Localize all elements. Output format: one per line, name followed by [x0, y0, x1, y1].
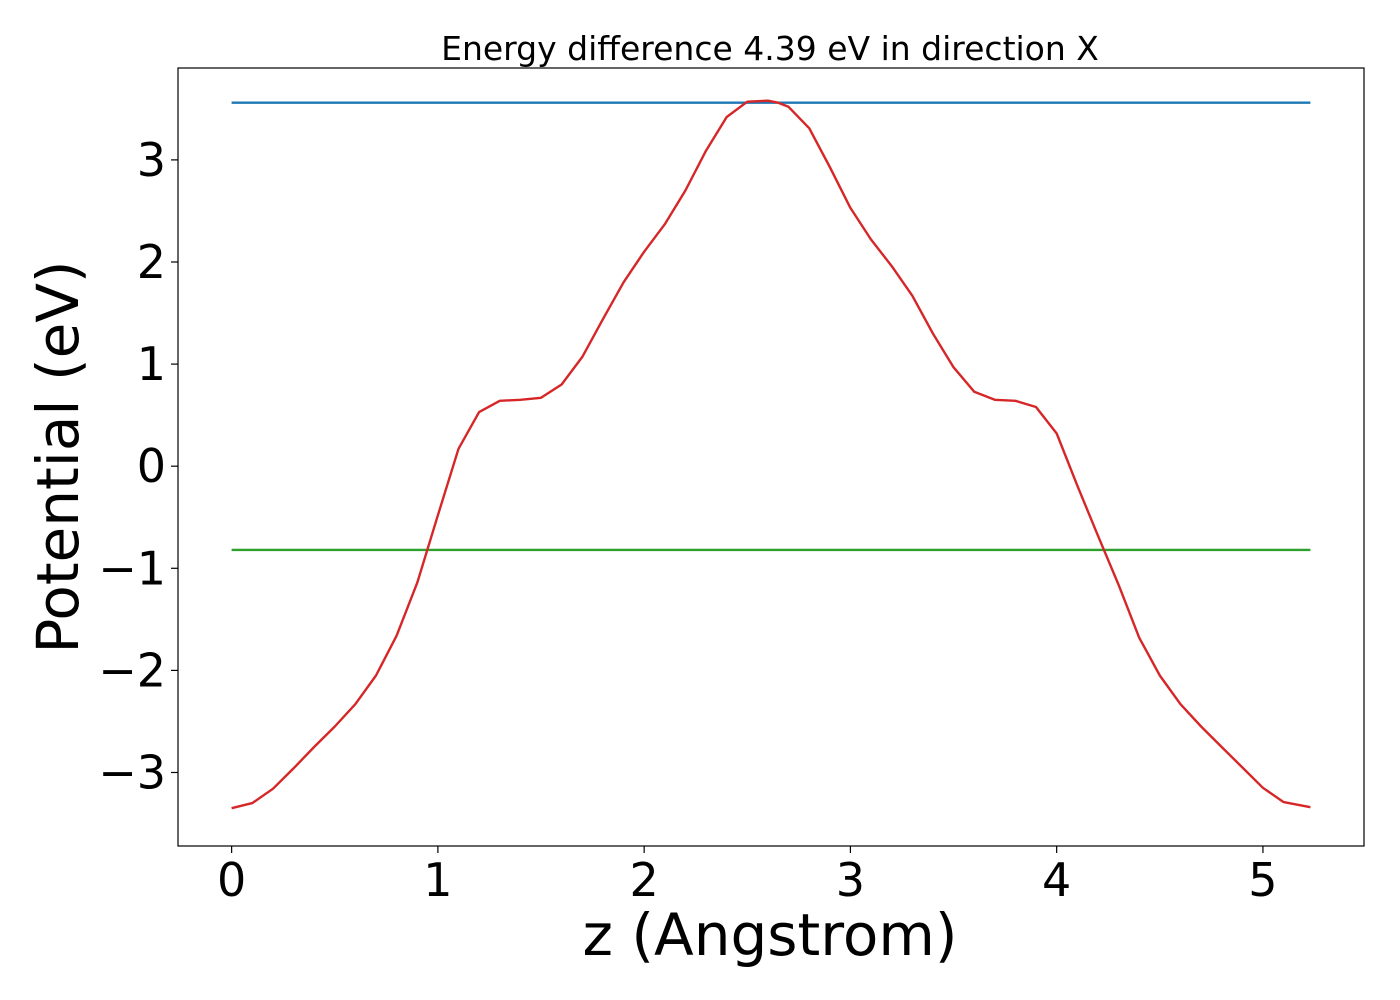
- x-tick-label: 5: [1248, 853, 1277, 907]
- x-tick-label: 2: [630, 853, 659, 907]
- x-tick-label: 1: [423, 853, 452, 907]
- y-tick-label: 0: [137, 439, 166, 493]
- y-tick-label: −1: [98, 541, 166, 595]
- series-line-2: [231, 99, 1311, 810]
- chart-title: Energy difference 4.39 eV in direction X: [441, 29, 1099, 68]
- y-tick-label: −3: [98, 745, 166, 799]
- plot-area: [231, 99, 1311, 810]
- y-tick-label: 2: [137, 235, 166, 289]
- x-tick-label: 4: [1042, 853, 1071, 907]
- y-tick-label: 3: [137, 133, 166, 187]
- y-tick-label: −2: [98, 643, 166, 697]
- plot-frame: [177, 67, 1365, 847]
- x-axis-label: z (Angstrom): [583, 901, 958, 969]
- y-tick-label: 1: [137, 337, 166, 391]
- y-axis-label: Potential (eV): [24, 260, 92, 653]
- x-tick-label: 0: [217, 853, 246, 907]
- y-axis: −3 −2 −1 0 1 2 3: [98, 133, 178, 799]
- x-tick-label: 3: [836, 853, 865, 907]
- x-axis: 0 1 2 3 4 5: [217, 846, 1278, 907]
